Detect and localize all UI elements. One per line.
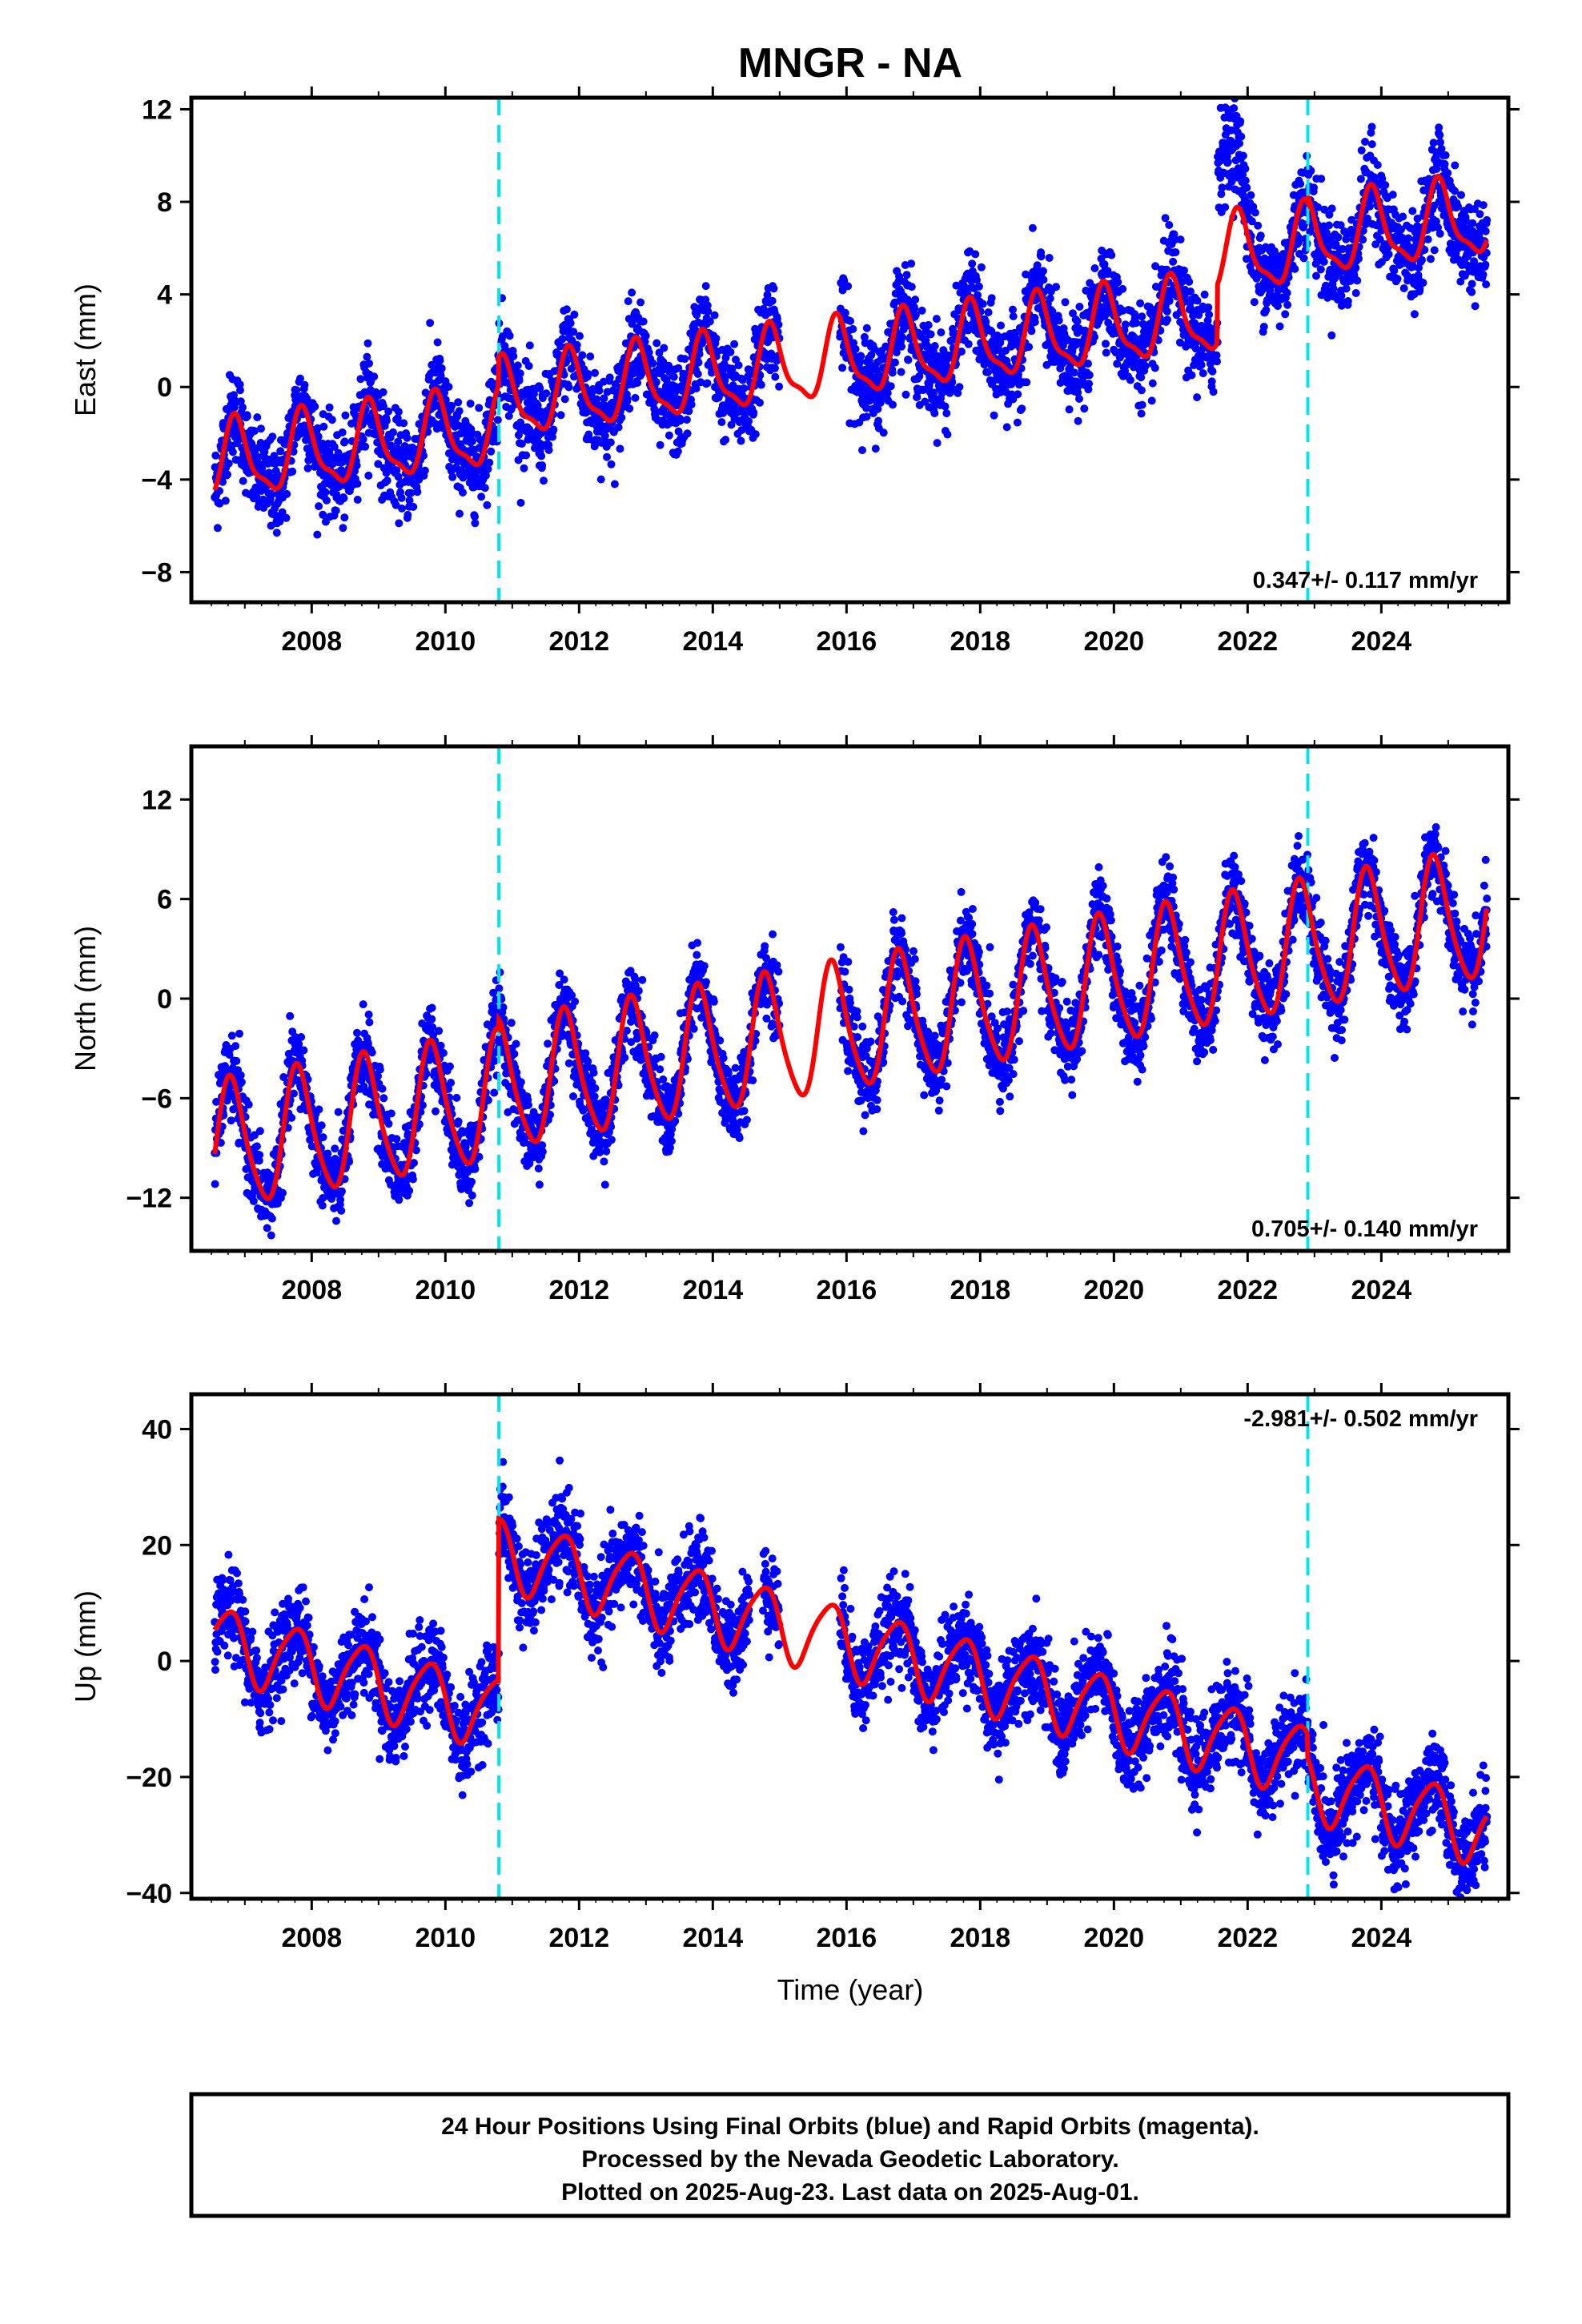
x-axis-label: Time (year) [777,1973,924,2006]
up-event-lines [497,1394,1310,1899]
north-y-axis: −12 −6 0 6 12 [126,785,1520,1214]
north-xtick-label: 2024 [1351,1275,1412,1305]
north-xtick-label: 2012 [548,1275,609,1305]
north-model-curve [212,851,1489,1201]
east-event-lines [497,98,1310,602]
north-xtick-label: 2014 [682,1275,743,1305]
up-xtick-label: 2018 [950,1923,1011,1953]
north-ytick-label: −6 [141,1084,172,1114]
east-xtick-label: 2012 [548,626,609,657]
east-ytick-label: 4 [157,280,172,311]
up-daily-positions [211,1456,1492,1899]
up-xtick-label: 2008 [281,1923,342,1953]
up-xtick-label: 2024 [1351,1923,1412,1953]
north-event-lines [497,746,1310,1251]
up-points [211,1456,1492,1899]
east-xtick-label: 2008 [281,626,342,657]
east-xtick-label: 2016 [817,626,877,657]
east-rate: 0.347+/- 0.117 mm/yr [1253,568,1478,593]
north-ytick-label: 12 [142,785,172,815]
up-xtick-label: 2016 [817,1923,877,1953]
chart-title: MNGR - NA [738,40,962,86]
up-x-axis: 2008 2010 2012 2014 2016 2018 2020 2022 2024 [211,1383,1500,1953]
east-ytick-label: 12 [142,94,172,125]
up-ytick-label: 0 [157,1647,172,1677]
east-ytick-label: 8 [157,187,172,218]
east-x-axis: 2008 2010 2012 2014 2016 2018 2020 2022 2024 [211,86,1500,657]
north-y-label: North (mm) [69,926,102,1072]
north-xtick-label: 2008 [281,1275,342,1305]
up-xtick-label: 2020 [1084,1923,1145,1953]
footer-line-3: Plotted on 2025-Aug-23. Last data on 202… [561,2179,1139,2205]
up-frame [189,1392,1511,1901]
up-ytick-label: −40 [126,1879,172,1909]
north-rate: 0.705+/- 0.140 mm/yr [1251,1216,1478,1242]
north-xtick-label: 2020 [1084,1275,1145,1305]
up-xtick-label: 2014 [682,1923,743,1953]
up-ytick-label: −20 [126,1763,172,1793]
east-xtick-label: 2014 [682,626,743,657]
north-ytick-label: 0 [157,984,172,1015]
north-xtick-label: 2010 [415,1275,476,1305]
north-ytick-label: −12 [126,1184,172,1214]
east-model-curve [212,173,1489,492]
up-xtick-label: 2010 [415,1923,476,1953]
panel-up: −40 −20 0 20 40 2008 2010 2012 2014 2016 2018 2020… [69,1383,1520,1953]
north-xtick-label: 2016 [817,1275,877,1305]
up-xtick-label: 2022 [1218,1923,1279,1953]
up-y-label: Up (mm) [69,1590,102,1703]
east-ytick-label: 0 [157,372,172,403]
east-y-label: East (mm) [69,283,102,416]
up-ytick-label: 40 [142,1414,172,1445]
north-xtick-label: 2022 [1218,1275,1279,1305]
east-xtick-label: 2022 [1218,626,1279,657]
east-xtick-label: 2018 [950,626,1011,657]
east-y-axis: −8 −4 0 4 8 12 [141,94,1520,588]
up-y-axis: −40 −20 0 20 40 [126,1414,1520,1909]
east-xtick-label: 2024 [1351,626,1412,657]
north-x-axis: 2008 2010 2012 2014 2016 2018 2020 2022 2024 [211,735,1500,1305]
east-points [211,98,1492,539]
east-ytick-label: −8 [141,557,172,588]
footer-box: 24 Hour Positions Using Final Orbits (bl… [189,2092,1511,2218]
north-xtick-label: 2018 [950,1275,1011,1305]
footer-line-2: Processed by the Nevada Geodetic Laborat… [581,2146,1118,2173]
up-xtick-label: 2012 [548,1923,609,1953]
footer-line-1: 24 Hour Positions Using Final Orbits (bl… [441,2113,1259,2140]
footer-frame [189,2092,1511,2218]
east-daily-positions [211,98,1492,539]
up-rate: -2.981+/- 0.502 mm/yr [1243,1406,1478,1432]
east-frame [189,95,1511,605]
up-ytick-label: 20 [142,1530,172,1561]
east-xtick-label: 2010 [415,626,476,657]
east-ytick-label: −4 [141,465,172,496]
north-ytick-label: 6 [157,885,172,915]
up-model-curve [212,1515,1489,1866]
east-xtick-label: 2020 [1084,626,1145,657]
